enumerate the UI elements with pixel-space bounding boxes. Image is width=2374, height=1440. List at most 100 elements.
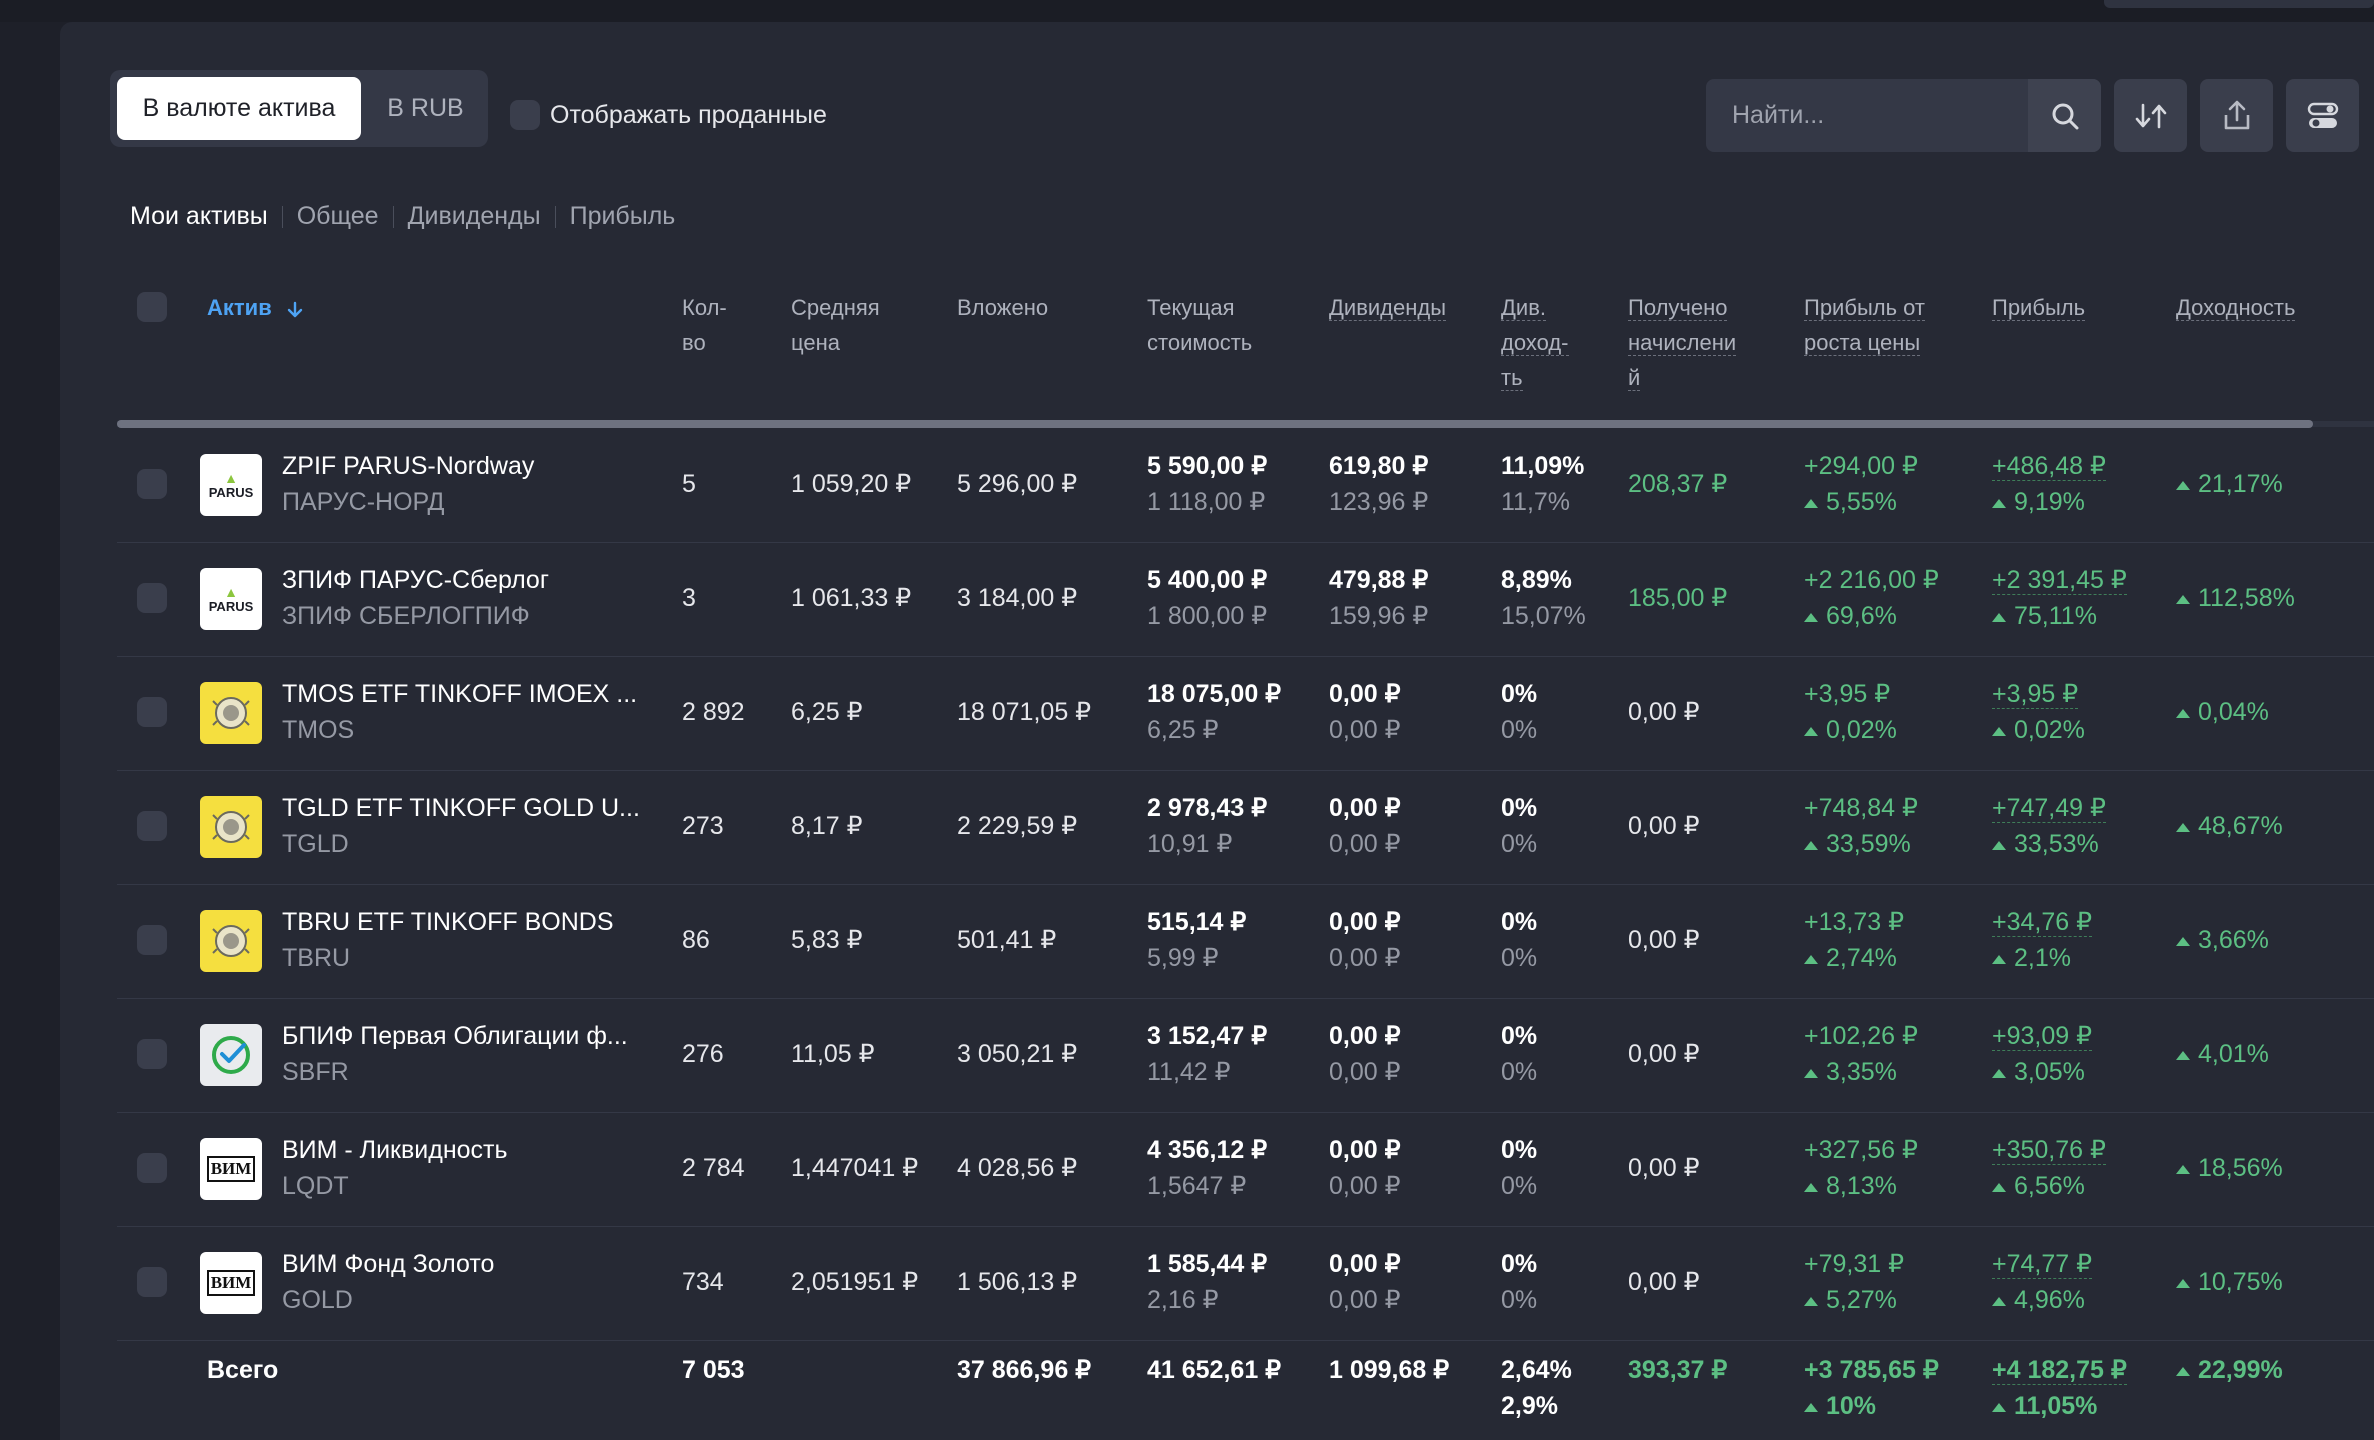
- parus-logo-text: ▲ PARUS: [208, 583, 254, 614]
- total-profit-pct: 11,05%: [1992, 1388, 2097, 1425]
- sort-button[interactable]: [2114, 79, 2187, 152]
- row-checkbox[interactable]: [137, 1153, 167, 1183]
- profit-value[interactable]: +74,77 ₽: [1992, 1250, 2093, 1279]
- price-profit-pct: 5,55%: [1804, 484, 1897, 521]
- asset-ticker: TGLD: [282, 830, 349, 858]
- total-dividends: 1 099,68 ₽: [1329, 1356, 1450, 1384]
- asset-currency-button[interactable]: В валюте актива: [117, 77, 361, 140]
- column-div-yield[interactable]: Див. доход-ть: [1501, 295, 1569, 391]
- profit-pct: 6,56%: [1992, 1168, 2085, 1205]
- table-row[interactable]: TMOS ETF TINKOFF IMOEX ... TMOS 2 892 6,25 …: [117, 656, 2374, 771]
- column-received[interactable]: Получено начислени й: [1628, 295, 1737, 391]
- received-value: 0,00 ₽: [1628, 1268, 1700, 1296]
- up-triangle-icon: [1804, 841, 1818, 850]
- settings-toggle-button[interactable]: [2286, 79, 2359, 152]
- profit-value[interactable]: +34,76 ₽: [1992, 908, 2093, 937]
- column-qty[interactable]: Кол-во: [682, 295, 727, 355]
- table-row[interactable]: ВИМ ВИМ Фонд Золото GOLD 734 2,051951 ₽ 1 506…: [117, 1226, 2374, 1341]
- dividends-value: 0,00 ₽: [1329, 1136, 1401, 1164]
- search-button[interactable]: [2028, 79, 2101, 152]
- current-unit-price: 5,99 ₽: [1147, 944, 1219, 972]
- sber-logo-icon: [212, 1036, 250, 1074]
- invested-value: 5 296,00 ₽: [957, 470, 1078, 498]
- current-value: 3 152,47 ₽: [1147, 1022, 1268, 1050]
- tab-general[interactable]: Общее: [296, 202, 379, 230]
- qty-value: 2 784: [682, 1154, 745, 1182]
- up-triangle-icon: [1804, 613, 1818, 622]
- current-value: 515,14 ₽: [1147, 908, 1247, 936]
- row-checkbox[interactable]: [137, 1039, 167, 1069]
- table-row[interactable]: ▲ PARUS ЗПИФ ПАРУС-Сберлог ЗПИФ СБЕРЛОГПИФ 3…: [117, 542, 2374, 657]
- sort-arrows-icon: [2135, 103, 2166, 128]
- row-checkbox[interactable]: [137, 697, 167, 727]
- row-checkbox[interactable]: [137, 583, 167, 613]
- table-row[interactable]: TBRU ETF TINKOFF BONDS TBRU 86 5,83 ₽ 501,41…: [117, 884, 2374, 999]
- column-return[interactable]: Доходность: [2176, 295, 2296, 321]
- invested-value: 3 050,21 ₽: [957, 1040, 1078, 1068]
- column-invested[interactable]: Вложено: [957, 295, 1049, 320]
- search-input[interactable]: [1706, 79, 2026, 152]
- tab-separator: [281, 205, 283, 228]
- avg-price-value: 11,05 ₽: [791, 1040, 875, 1068]
- div-yield-secondary: 0%: [1501, 1172, 1538, 1200]
- div-yield-secondary: 11,7%: [1501, 488, 1571, 516]
- row-checkbox[interactable]: [137, 1267, 167, 1297]
- profit-value[interactable]: +486,48 ₽: [1992, 452, 2106, 481]
- asset-name: ВИМ Фонд Золото: [282, 1250, 495, 1278]
- profit-value[interactable]: +2 391,45 ₽: [1992, 566, 2127, 595]
- select-all-checkbox[interactable]: [137, 292, 167, 322]
- price-profit-pct: 69,6%: [1804, 598, 1897, 635]
- show-sold-toggle[interactable]: Отображать проданные: [510, 100, 827, 130]
- column-current-value[interactable]: Текущая стоимость: [1147, 295, 1253, 355]
- div-yield-value: 11,09%: [1501, 452, 1585, 480]
- profit-value[interactable]: +350,76 ₽: [1992, 1136, 2106, 1165]
- column-asset[interactable]: Актив: [207, 290, 306, 325]
- up-triangle-icon: [1992, 613, 2006, 622]
- div-yield-secondary: 0%: [1501, 1286, 1538, 1314]
- dividends-value: 0,00 ₽: [1329, 680, 1401, 708]
- table-row[interactable]: БПИФ Первая Облигации ф... SBFR 276 11,05 ₽…: [117, 998, 2374, 1113]
- tab-my-assets[interactable]: Мои активы: [130, 202, 268, 230]
- profit-value[interactable]: +3,95 ₽: [1992, 680, 2079, 709]
- asset-logo: [200, 682, 262, 744]
- column-avg-price[interactable]: Средняя цена: [791, 295, 880, 355]
- dividends-value: 0,00 ₽: [1329, 1250, 1401, 1278]
- price-profit-value: +748,84 ₽: [1804, 794, 1918, 822]
- profit-value[interactable]: +747,49 ₽: [1992, 794, 2106, 823]
- up-triangle-icon: [1992, 955, 2006, 964]
- asset-ticker: GOLD: [282, 1286, 353, 1314]
- div-yield-secondary: 0%: [1501, 944, 1538, 972]
- column-profit[interactable]: Прибыль: [1992, 295, 2086, 321]
- profit-value[interactable]: +93,09 ₽: [1992, 1022, 2093, 1051]
- asset-ticker: LQDT: [282, 1172, 349, 1200]
- price-profit-pct: 8,13%: [1804, 1168, 1897, 1205]
- asset-logo: ▲ PARUS: [200, 568, 262, 630]
- table-row[interactable]: ▲ PARUS ZPIF PARUS-Nordway ПАРУС-НОРД 5 1 059…: [117, 428, 2374, 543]
- qty-value: 86: [682, 926, 710, 954]
- tab-profit[interactable]: Прибыль: [569, 202, 676, 230]
- tab-dividends[interactable]: Дивиденды: [407, 202, 541, 230]
- current-unit-price: 10,91 ₽: [1147, 830, 1233, 858]
- received-value: 208,37 ₽: [1628, 470, 1728, 498]
- invested-value: 501,41 ₽: [957, 926, 1057, 954]
- row-checkbox[interactable]: [137, 811, 167, 841]
- export-button[interactable]: [2200, 79, 2273, 152]
- table-row[interactable]: TGLD ETF TINKOFF GOLD U... TGLD 273 8,17 ₽ 2…: [117, 770, 2374, 885]
- show-sold-checkbox[interactable]: [510, 100, 540, 130]
- column-price-profit[interactable]: Прибыль от роста цены: [1804, 295, 1925, 356]
- rub-button[interactable]: В RUB: [387, 94, 464, 122]
- export-icon: [2224, 100, 2249, 129]
- up-triangle-icon: [1804, 499, 1818, 508]
- up-triangle-icon: [2176, 1367, 2190, 1376]
- up-triangle-icon: [1804, 1297, 1818, 1306]
- up-triangle-icon: [1992, 1183, 2006, 1192]
- column-dividends[interactable]: Дивиденды: [1329, 295, 1447, 321]
- invested-value: 2 229,59 ₽: [957, 812, 1078, 840]
- up-triangle-icon: [1992, 841, 2006, 850]
- total-received: 393,37 ₽: [1628, 1356, 1728, 1384]
- row-checkbox[interactable]: [137, 925, 167, 955]
- table-row[interactable]: ВИМ ВИМ - Ликвидность LQDT 2 784 1,447041 ₽ 4…: [117, 1112, 2374, 1227]
- horizontal-scrollbar[interactable]: [117, 420, 2313, 428]
- return-value: 10,75%: [2176, 1264, 2283, 1301]
- row-checkbox[interactable]: [137, 469, 167, 499]
